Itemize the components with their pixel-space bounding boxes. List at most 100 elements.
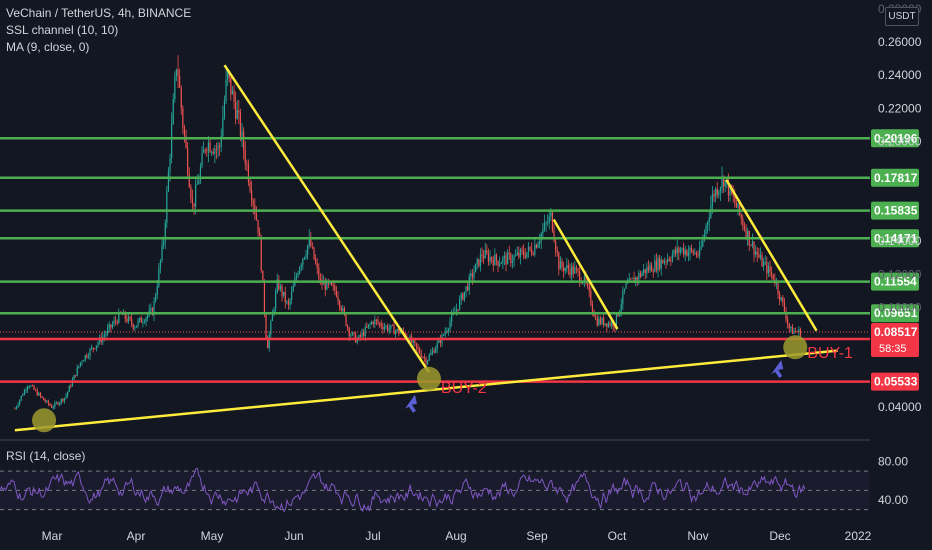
candle-body bbox=[579, 271, 581, 282]
current-price-tag bbox=[871, 323, 919, 358]
candle-body bbox=[539, 241, 541, 244]
level-label-5: 0.09651 bbox=[874, 306, 918, 320]
candle-body bbox=[180, 87, 182, 109]
candle-body bbox=[604, 323, 606, 326]
candle-body bbox=[14, 408, 16, 410]
buy-label-1: BUY-2 bbox=[441, 380, 487, 397]
rsi-legend[interactable]: RSI (14, close) bbox=[6, 449, 86, 463]
candle-body bbox=[603, 317, 605, 326]
candle-body bbox=[443, 334, 445, 336]
candle-body bbox=[300, 264, 302, 268]
candle-body bbox=[531, 249, 533, 255]
ssl-indicator-legend[interactable]: SSL channel (10, 10) bbox=[6, 23, 119, 37]
candle-body bbox=[591, 304, 594, 312]
candle-body bbox=[463, 291, 466, 300]
candle-body bbox=[383, 327, 386, 330]
candle-body bbox=[113, 320, 115, 325]
candle-body bbox=[377, 320, 379, 324]
candle-body bbox=[559, 261, 562, 270]
candle-body bbox=[107, 328, 109, 334]
candle-body bbox=[590, 291, 592, 305]
candle-body bbox=[478, 259, 480, 267]
candle-body bbox=[623, 288, 626, 292]
candle-body bbox=[795, 330, 797, 332]
candle-body bbox=[255, 213, 258, 221]
candle-body bbox=[68, 385, 70, 392]
candle-body bbox=[713, 193, 715, 197]
candle-body bbox=[233, 90, 235, 102]
candle-body bbox=[502, 257, 504, 263]
candle-body bbox=[675, 249, 677, 254]
candle-body bbox=[348, 328, 350, 337]
candle-body bbox=[23, 390, 26, 395]
candle-body bbox=[395, 330, 397, 335]
candle-body bbox=[652, 271, 654, 273]
candle-body bbox=[188, 173, 190, 188]
candle-body bbox=[182, 108, 184, 128]
candle-body bbox=[219, 145, 221, 147]
level-label-1: 0.17817 bbox=[874, 171, 918, 185]
candle-body bbox=[246, 163, 248, 165]
candle-body bbox=[767, 266, 770, 274]
y-tick-label-5: 0.04000 bbox=[878, 400, 922, 414]
candle-body bbox=[305, 254, 307, 258]
candle-body bbox=[723, 176, 725, 187]
candle-body bbox=[331, 283, 333, 286]
candle-body bbox=[76, 367, 78, 376]
candle-body bbox=[262, 270, 264, 283]
candle-body bbox=[94, 348, 96, 350]
candle-body bbox=[487, 253, 490, 262]
candle-body bbox=[38, 393, 40, 396]
candle-body bbox=[239, 112, 242, 137]
price-candles bbox=[14, 55, 802, 410]
candle-body bbox=[177, 69, 179, 77]
candle-body bbox=[417, 346, 419, 349]
candle-body bbox=[222, 116, 224, 137]
candle-body bbox=[281, 285, 283, 296]
candle-body bbox=[583, 275, 586, 283]
candle-body bbox=[398, 329, 400, 334]
candle-body bbox=[52, 406, 54, 408]
candle-body bbox=[791, 327, 794, 334]
y-tick-label-1: 0.24000 bbox=[878, 68, 922, 82]
candle-body bbox=[302, 258, 304, 265]
candle-body bbox=[36, 390, 38, 396]
candle-body bbox=[543, 223, 546, 230]
candle-body bbox=[273, 308, 275, 314]
candle-body bbox=[310, 236, 312, 247]
currency-button[interactable]: USDT bbox=[885, 7, 919, 26]
candle-body bbox=[207, 142, 210, 151]
candle-body bbox=[167, 171, 170, 192]
candle-body bbox=[390, 325, 392, 329]
candle-body bbox=[721, 176, 723, 188]
candle-body bbox=[27, 386, 29, 390]
candle-body bbox=[31, 385, 34, 387]
candle-body bbox=[292, 285, 294, 292]
candle-body bbox=[143, 321, 146, 323]
candle-body bbox=[670, 260, 672, 262]
candle-body bbox=[668, 258, 670, 261]
candle-body bbox=[799, 329, 802, 337]
candle-body bbox=[425, 358, 427, 364]
candle-body bbox=[35, 389, 37, 391]
candle-body bbox=[572, 266, 574, 274]
symbol-title[interactable]: VeChain / TetherUS, 4h, BINANCE bbox=[6, 6, 192, 20]
candle-body bbox=[729, 185, 731, 196]
candle-body bbox=[735, 203, 738, 208]
candle-body bbox=[737, 203, 739, 208]
candle-body bbox=[739, 203, 741, 215]
price-axis[interactable]: 0.26000 0.24000 0.22000 0.20000 0.14000 0.040… bbox=[878, 2, 922, 507]
ma-indicator-legend[interactable]: MA (9, close, 0) bbox=[6, 40, 90, 54]
candle-body bbox=[393, 325, 395, 335]
candle-body bbox=[283, 291, 285, 296]
candle-body bbox=[260, 236, 262, 271]
candle-body bbox=[419, 348, 421, 354]
time-axis[interactable]: Mar Apr May Jun Jul Aug Sep Oct Nov Dec 2022 bbox=[42, 529, 872, 543]
candle-body bbox=[526, 252, 528, 258]
candle-body bbox=[204, 149, 206, 151]
candle-body bbox=[193, 202, 195, 207]
candle-body bbox=[145, 317, 147, 322]
candle-body bbox=[396, 329, 398, 331]
